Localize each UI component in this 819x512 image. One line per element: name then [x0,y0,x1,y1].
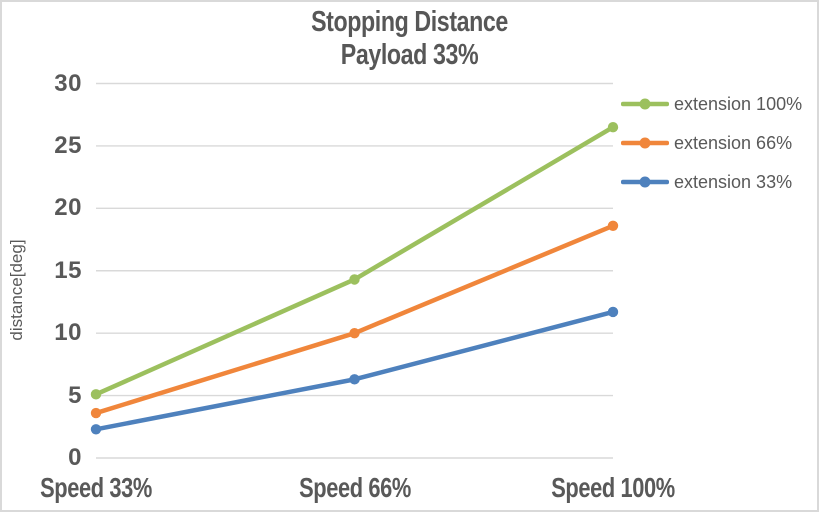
data-point-extension-66-speed-66[interactable] [349,327,360,339]
legend-line-marker-icon [621,98,669,110]
legend-label: extension 66% [674,132,793,153]
legend-item-extension-100[interactable]: extension 100% [621,89,802,119]
series-line-extension-66[interactable] [93,223,616,416]
y-tick-label-0: 0 [68,444,82,471]
legend-line-marker-icon [621,137,669,149]
chart-title: Stopping Distance [311,6,508,38]
data-point-extension-33-speed-66[interactable] [349,374,360,385]
data-point-extension-100-speed-100[interactable] [607,121,619,133]
series-line-extension-100[interactable] [93,124,616,397]
x-tick-label-speed-100: Speed 100% [551,472,675,503]
legend-item-extension-33[interactable]: extension 33% [621,167,792,197]
legend-line-marker-icon [621,176,669,188]
chart-title-block: Stopping Distance Payload 33% [82,6,737,72]
y-tick-label-30: 30 [54,69,82,97]
legend-label: extension 33% [674,171,793,192]
y-tick-label-20: 20 [54,194,82,222]
data-point-extension-100-speed-33[interactable] [90,389,102,400]
x-tick-label-speed-66: Speed 66% [298,472,411,503]
y-tick-label-25: 25 [54,131,82,159]
legend-item-extension-66[interactable]: extension 66% [621,128,792,158]
data-point-extension-33-speed-33[interactable] [90,424,102,435]
y-tick-label-5: 5 [68,381,82,409]
legend-label: extension 100% [674,93,803,114]
x-tick-label-speed-33: Speed 33% [40,472,152,503]
data-point-extension-100-speed-66[interactable] [349,274,360,285]
y-tick-label-15: 15 [54,256,82,284]
chart-subtitle: Payload 33% [340,39,479,71]
data-point-extension-66-speed-33[interactable] [90,407,102,419]
y-tick-label-10: 10 [54,319,82,347]
data-point-extension-33-speed-100[interactable] [607,306,619,318]
data-point-extension-66-speed-100[interactable] [607,220,619,232]
